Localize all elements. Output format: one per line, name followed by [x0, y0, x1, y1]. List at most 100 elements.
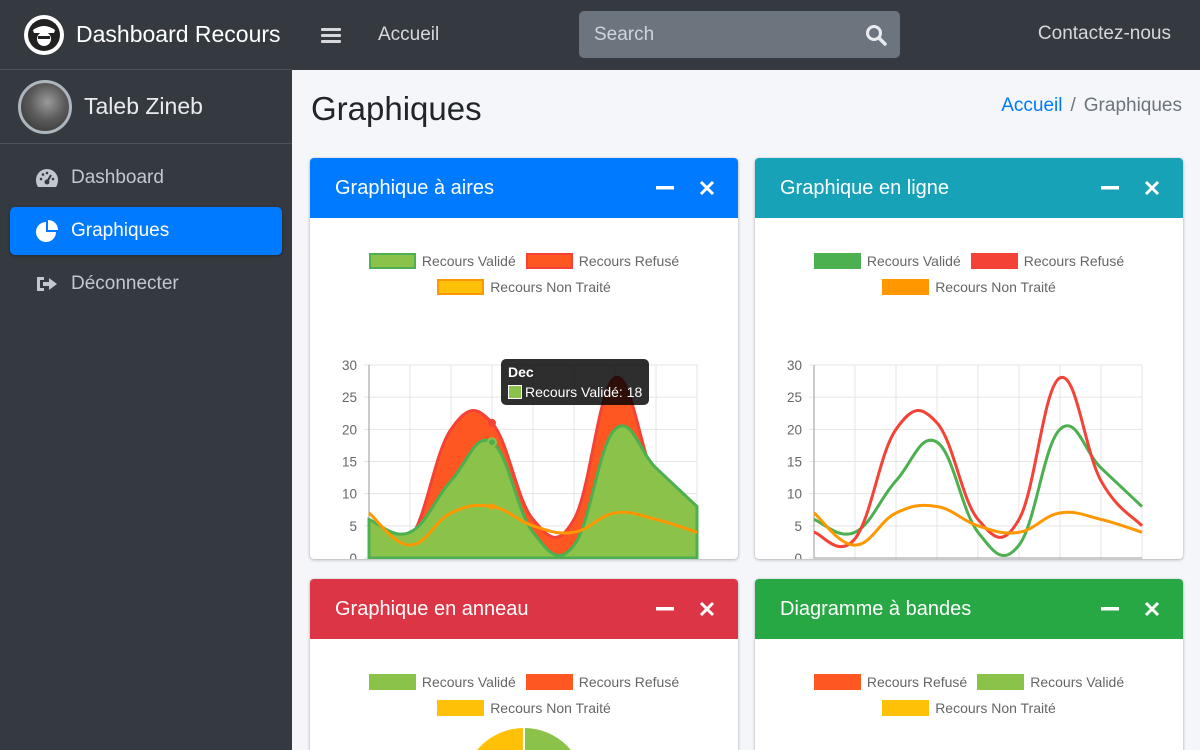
- police-officer-icon: [24, 14, 64, 55]
- chart-legend: Recours Refusé Recours Validé Recours No…: [755, 669, 1183, 721]
- remove-button[interactable]: [696, 598, 718, 620]
- tooltip-title: Dec: [508, 364, 534, 380]
- breadcrumb-home-link[interactable]: Accueil: [1001, 95, 1063, 116]
- hover-point: [489, 503, 495, 510]
- legend-label: Recours Refusé: [578, 674, 680, 690]
- bar-chart-card: Diagramme à bandes Recours Refusé Recour…: [755, 579, 1183, 750]
- y-tick-label: 15: [342, 455, 357, 470]
- user-name[interactable]: Taleb Zineb: [84, 93, 203, 119]
- remove-button[interactable]: [1141, 598, 1163, 620]
- collapse-button[interactable]: [654, 598, 676, 620]
- legend-item[interactable]: Recours Refusé: [970, 253, 1125, 269]
- legend-item[interactable]: Recours Validé: [368, 253, 516, 269]
- sign-out-icon: [34, 271, 60, 297]
- legend-label: Recours Validé: [421, 253, 516, 269]
- contact-link[interactable]: Contactez-nous: [1037, 23, 1171, 44]
- line-chart-card: Graphique en ligne Recours Validé Recour…: [755, 158, 1183, 559]
- card-header: Graphique en anneau: [310, 579, 738, 639]
- sidebar: Dashboard Recours Taleb Zineb Dashboard: [0, 0, 292, 750]
- pie-chart-icon: [34, 218, 60, 244]
- minus-icon: [1101, 186, 1119, 190]
- sidebar-item-dashboard[interactable]: Dashboard: [10, 154, 282, 202]
- series-line: [813, 424, 1144, 558]
- legend-item[interactable]: Recours Non Traité: [437, 279, 611, 295]
- y-tick-label: 0: [349, 551, 357, 559]
- sidebar-nav: Dashboard Graphiques Déconnecter: [0, 144, 292, 308]
- legend-label: Recours Refusé: [578, 253, 680, 269]
- y-tick-label: 20: [342, 422, 357, 437]
- hover-point: [488, 418, 496, 427]
- tooltip-label: Recours Validé: 18: [525, 384, 643, 400]
- y-tick-label: 25: [342, 390, 357, 405]
- page-title: Graphiques: [311, 90, 482, 127]
- search-icon: [866, 24, 887, 46]
- sidebar-item-deconnecter[interactable]: Déconnecter: [10, 260, 282, 308]
- remove-button[interactable]: [696, 177, 718, 199]
- card-header: Graphique à aires: [310, 158, 738, 218]
- y-tick-label: 15: [787, 455, 802, 470]
- card-title: Graphique en anneau: [335, 597, 529, 620]
- minus-icon: [656, 186, 674, 190]
- area-chart[interactable]: 051015202530SepOctNovDecJanFévMarAvrMai: [310, 218, 738, 559]
- legend-item[interactable]: Recours Refusé: [525, 674, 680, 690]
- legend-item[interactable]: Recours Validé: [977, 674, 1124, 690]
- breadcrumb-current: Graphiques: [1083, 95, 1182, 116]
- card-title: Diagramme à bandes: [780, 597, 972, 620]
- sidebar-item-graphiques[interactable]: Graphiques: [10, 207, 282, 255]
- legend-item[interactable]: Recours Refusé: [525, 253, 680, 269]
- card-title: Graphique en ligne: [780, 176, 950, 199]
- legend-label: Recours Non Traité: [490, 279, 611, 295]
- legend-item[interactable]: Recours Refusé: [813, 674, 968, 690]
- card-header: Diagramme à bandes: [755, 579, 1183, 639]
- chart-legend: Recours Validé Recours Refusé Recours No…: [755, 248, 1183, 300]
- close-icon: [699, 601, 715, 617]
- chart-legend: Recours Validé Recours Refusé Recours No…: [310, 248, 738, 300]
- y-tick-label: 30: [342, 358, 357, 373]
- search-button[interactable]: [852, 11, 900, 58]
- series-line: [813, 376, 1144, 548]
- hamburger-menu-icon[interactable]: [321, 25, 341, 46]
- search-form: [579, 11, 900, 58]
- y-tick-label: 30: [787, 358, 802, 373]
- search-input[interactable]: [579, 23, 852, 46]
- home-link[interactable]: Accueil: [378, 24, 440, 45]
- y-tick-label: 5: [349, 519, 357, 534]
- legend-item[interactable]: Recours Non Traité: [882, 700, 1056, 716]
- chart-tooltip: Dec Recours Validé: 18: [501, 359, 650, 405]
- close-icon: [1144, 180, 1160, 196]
- series-area: [367, 424, 699, 559]
- close-icon: [699, 180, 715, 196]
- collapse-button[interactable]: [1099, 598, 1121, 620]
- minus-icon: [1101, 607, 1119, 611]
- legend-label: Recours Validé: [1030, 674, 1125, 690]
- brand-link[interactable]: Dashboard Recours: [0, 0, 292, 70]
- legend-item[interactable]: Recours Non Traité: [882, 279, 1056, 295]
- top-navbar: Accueil Contactez-nous: [292, 0, 1200, 70]
- bar-chart[interactable]: 30: [755, 639, 1183, 750]
- legend-item[interactable]: Recours Validé: [368, 674, 516, 690]
- area-chart-card: Graphique à aires Recours Validé Recours…: [310, 158, 738, 559]
- avatar[interactable]: [18, 79, 72, 134]
- y-tick-label: 0: [794, 551, 802, 559]
- donut-chart-card: Graphique en anneau Recours Validé Recou…: [310, 579, 738, 750]
- legend-label: Recours Refusé: [1023, 253, 1125, 269]
- collapse-button[interactable]: [1099, 177, 1121, 199]
- minus-icon: [656, 607, 674, 611]
- y-tick-label: 25: [787, 390, 802, 405]
- donut-chart[interactable]: [310, 639, 738, 750]
- donut-slice-valide: [524, 728, 571, 750]
- legend-item[interactable]: Recours Non Traité: [437, 700, 611, 716]
- breadcrumb: Accueil / Graphiques: [1001, 95, 1182, 116]
- collapse-button[interactable]: [654, 177, 676, 199]
- hover-point: [487, 437, 497, 448]
- y-tick-label: 10: [787, 487, 802, 502]
- line-chart[interactable]: 051015202530SepOctNovDecJanFévMarAvrMai: [755, 218, 1183, 559]
- legend-label: Recours Validé: [866, 253, 961, 269]
- user-panel[interactable]: Taleb Zineb: [0, 70, 292, 144]
- legend-label: Recours Non Traité: [935, 700, 1056, 716]
- series-line: [812, 503, 1143, 547]
- card-header: Graphique en ligne: [755, 158, 1183, 218]
- legend-item[interactable]: Recours Validé: [813, 253, 961, 269]
- legend-label: Recours Refusé: [866, 674, 968, 690]
- remove-button[interactable]: [1141, 177, 1163, 199]
